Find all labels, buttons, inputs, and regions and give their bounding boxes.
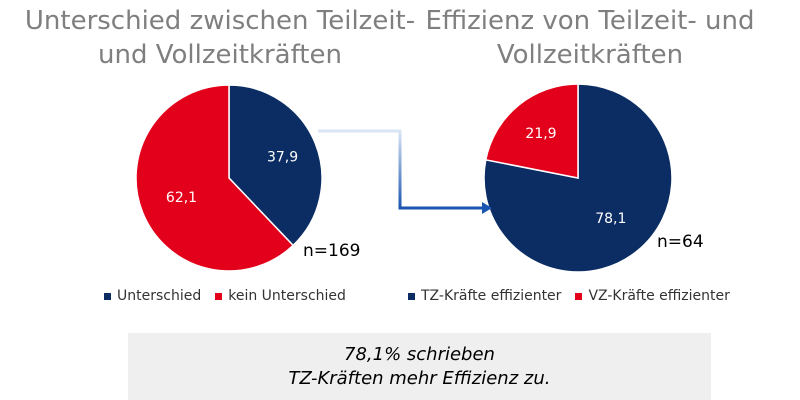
pie-slice-label: 78,1 <box>595 211 626 227</box>
chart-title-left-line2: und Vollzeitkräften <box>98 40 342 70</box>
chart-title-right: Effizienz von Teilzeit- und Vollzeitkräf… <box>420 4 760 72</box>
pie-slice <box>484 83 579 179</box>
callout-line2: TZ-Kräften mehr Effizienz zu. <box>288 367 551 389</box>
pie-chart-left: 37,9 62,1 <box>135 84 323 272</box>
pie-slice-label: 37,9 <box>267 150 298 166</box>
summary-callout: 78,1% schrieben TZ-Kräften mehr Effizien… <box>128 333 711 400</box>
legend-label: Unterschied <box>117 288 202 304</box>
pie-chart-right: 78,1 21,9 <box>483 83 673 273</box>
legend-label: TZ-Kräfte effizienter <box>421 288 562 304</box>
pie-slice <box>228 84 323 247</box>
sample-size-right: n=64 <box>657 232 704 252</box>
legend-label: VZ-Kräfte effizienter <box>588 288 730 304</box>
pie-slice-label: 21,9 <box>525 126 556 142</box>
legend-swatch-icon <box>215 292 223 300</box>
legend-left: Unterschied kein Unterschied <box>104 288 346 304</box>
pie-slice-label: 62,1 <box>166 190 197 206</box>
connector-arrow <box>318 129 482 210</box>
legend-item: VZ-Kräfte effizienter <box>575 288 730 304</box>
legend-item: kein Unterschied <box>215 288 346 304</box>
sample-size-left: n=169 <box>303 241 361 261</box>
legend-label: kein Unterschied <box>228 288 346 304</box>
legend-item: TZ-Kräfte effizienter <box>408 288 561 304</box>
legend-swatch-icon <box>408 292 415 300</box>
chart-title-left-line1: Unterschied zwischen Teilzeit- <box>24 6 416 36</box>
chart-title-left: Unterschied zwischen Teilzeit- und Vollz… <box>20 4 420 72</box>
pie-slice <box>135 84 295 272</box>
chart-title-right-line1: Effizienz von Teilzeit- und <box>425 6 755 36</box>
callout-line1: 78,1% schrieben <box>344 343 495 365</box>
legend-swatch-icon <box>104 292 111 300</box>
legend-swatch-icon <box>575 292 583 300</box>
arrow-head-icon <box>482 202 492 214</box>
legend-right: TZ-Kräfte effizienter VZ-Kräfte effizien… <box>408 288 730 304</box>
chart-title-right-line2: Vollzeitkräften <box>496 40 684 70</box>
legend-item: Unterschied <box>104 288 201 304</box>
